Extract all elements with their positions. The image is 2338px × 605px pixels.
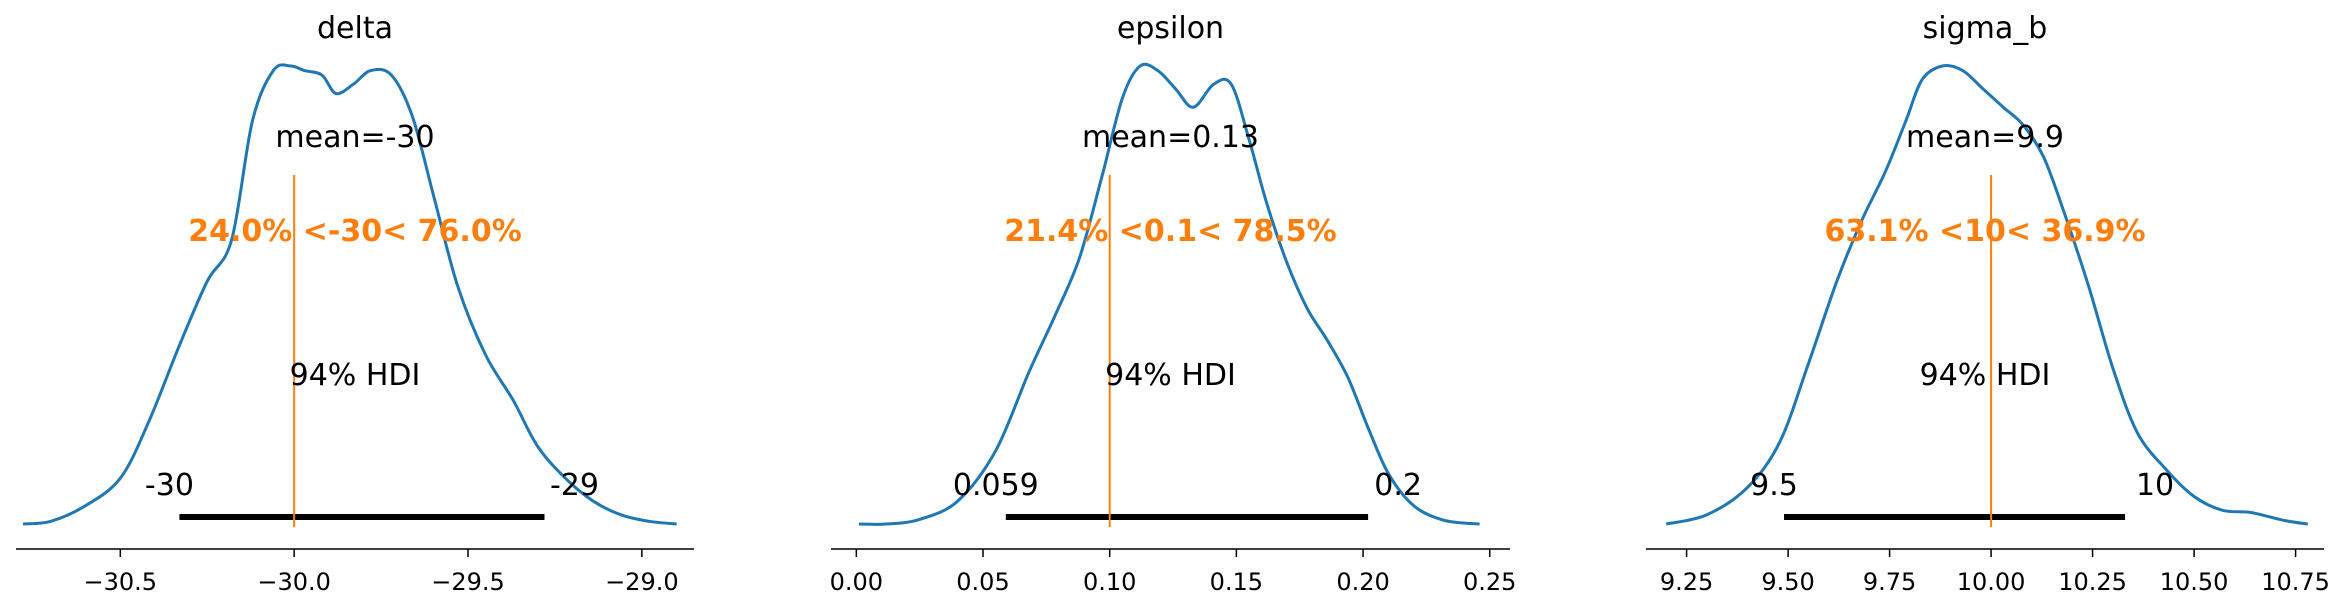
hdi-high-label: 10: [2136, 468, 2174, 503]
density-curve: [858, 62, 1480, 526]
hdi-high-label: 0.2: [1374, 468, 1422, 503]
hdi-high-label: -29: [550, 468, 599, 503]
hdi-label: 94% HDI: [1920, 358, 2051, 393]
panel-title: delta: [317, 11, 393, 46]
hdi-low-label: 0.059: [953, 468, 1039, 503]
density-curve: [1665, 64, 2309, 526]
x-tick-label: −30.0: [257, 568, 331, 596]
hdi-label: 94% HDI: [1105, 358, 1236, 393]
x-tick-label: 10.25: [2058, 568, 2127, 596]
panel-title: sigma_b: [1923, 11, 2048, 46]
x-tick-label: 0.10: [1083, 568, 1136, 596]
x-tick-label: 10.75: [2261, 568, 2330, 596]
mean-label: mean=-30: [275, 120, 434, 155]
panel-epsilon: epsilon mean=0.13 21.4% <0.1< 78.5% 94% HDI…: [830, 11, 1517, 596]
density-curve: [22, 63, 677, 526]
x-tick-label: 10.00: [1957, 568, 2026, 596]
x-tick-label: 0.15: [1210, 568, 1263, 596]
x-tick-label: 0.20: [1336, 568, 1389, 596]
panel-sigma-b: sigma_b mean=9.9 63.1% <10< 36.9% 94% HDI 9.…: [1646, 11, 2330, 596]
x-tick-label: 0.00: [830, 568, 883, 596]
reference-label: 63.1% <10< 36.9%: [1824, 214, 2145, 249]
x-tick-label: 9.25: [1660, 568, 1713, 596]
reference-label: 24.0% <-30< 76.0%: [188, 214, 522, 249]
x-tick-label: 0.25: [1463, 568, 1516, 596]
panel-title: epsilon: [1117, 11, 1224, 46]
hdi-label: 94% HDI: [290, 358, 421, 393]
panel-delta: delta mean=-30 24.0% <-30< 76.0% 94% HDI -30…: [16, 11, 694, 596]
mean-label: mean=9.9: [1906, 120, 2064, 155]
x-tick-label: −29.5: [431, 568, 505, 596]
hdi-low-label: -30: [145, 468, 194, 503]
x-tick-label: 10.50: [2160, 568, 2229, 596]
mean-label: mean=0.13: [1082, 120, 1259, 155]
x-tick-label: −30.5: [84, 568, 158, 596]
x-tick-label: −29.0: [605, 568, 679, 596]
x-tick-label: 9.75: [1863, 568, 1916, 596]
x-tick-label: 0.05: [956, 568, 1009, 596]
hdi-low-label: 9.5: [1750, 468, 1798, 503]
reference-label: 21.4% <0.1< 78.5%: [1004, 214, 1336, 249]
x-tick-label: 9.50: [1761, 568, 1814, 596]
